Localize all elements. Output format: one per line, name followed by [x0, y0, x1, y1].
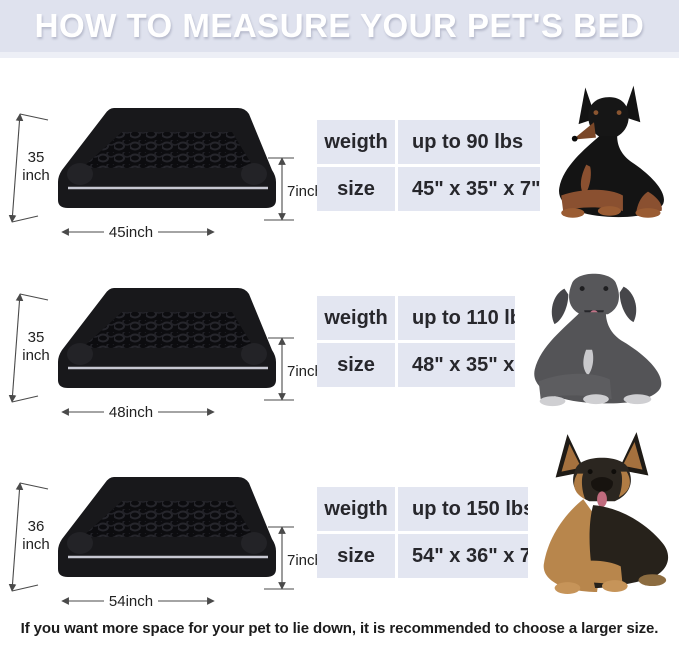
size-value: 54" x 36" x 7": [398, 534, 547, 578]
dog-photo-great-dane: [515, 258, 673, 413]
height-label: 7inch: [287, 363, 323, 380]
size-value: 45" x 35" x 7": [398, 167, 547, 211]
recommendation-note: If you want more space for your pet to l…: [20, 620, 659, 637]
width-dimension: 35 inch: [8, 293, 50, 403]
size-option-row-small: 35 inch 45inch 7inch weigth up to 90 lbs…: [0, 58, 679, 242]
height-dimension: 7inch: [264, 337, 323, 401]
header-banner: HOW TO MEASURE YOUR PET'S BED: [0, 0, 679, 52]
length-label: 54inch: [109, 593, 153, 610]
spec-table: weigth up to 150 lbs size 54" x 36" x 7": [317, 487, 547, 578]
width-dimension: 36 inch: [8, 482, 50, 592]
bolster-bed-illustration: [58, 288, 276, 388]
length-label: 45inch: [109, 224, 153, 241]
size-label: size: [317, 534, 395, 578]
bed-diagram: 35 inch 45inch 7inch: [8, 108, 323, 241]
doberman-illustration: [559, 85, 664, 218]
great-dane-illustration: [534, 273, 662, 407]
size-label: size: [317, 343, 395, 387]
width-dimension: 35 inch: [8, 113, 50, 223]
header-divider: [0, 52, 679, 58]
height-dimension: 7inch: [264, 157, 323, 221]
height-label: 7inch: [287, 183, 323, 200]
bolster-bed-illustration: [58, 477, 276, 577]
spec-table: weigth up to 110 lbs size 48" x 35" x 7": [317, 296, 547, 387]
width-unit-label: inch: [22, 536, 50, 553]
dog-photo-german-shepherd: [528, 430, 676, 608]
width-unit-label: inch: [22, 167, 50, 184]
weight-label: weigth: [317, 120, 395, 164]
dog-photo-doberman: [540, 82, 675, 235]
bed-diagram: 36 inch 54inch 7inch: [8, 477, 323, 610]
size-label: size: [317, 167, 395, 211]
length-label: 48inch: [109, 404, 153, 421]
weight-label: weigth: [317, 296, 395, 340]
height-label: 7inch: [287, 552, 323, 569]
bolster-bed-illustration: [58, 108, 276, 208]
size-option-row-medium: 35 inch 48inch 7inch weigth up to 110 lb…: [0, 242, 679, 426]
length-dimension: 45inch: [61, 222, 215, 241]
weight-value: up to 90 lbs: [398, 120, 547, 164]
size-option-row-large: 36 inch 54inch 7inch weigth up to 150 lb…: [0, 426, 679, 616]
width-value-label: 35: [28, 329, 45, 346]
height-dimension: 7inch: [264, 526, 323, 590]
spec-table: weigth up to 90 lbs size 45" x 35" x 7": [317, 120, 547, 211]
weight-label: weigth: [317, 487, 395, 531]
width-value-label: 35: [28, 149, 45, 166]
weight-value: up to 150 lbs: [398, 487, 547, 531]
length-dimension: 48inch: [61, 402, 215, 421]
page-title: HOW TO MEASURE YOUR PET'S BED: [34, 7, 645, 44]
width-unit-label: inch: [22, 347, 50, 364]
width-value-label: 36: [28, 518, 45, 535]
length-dimension: 54inch: [61, 591, 215, 610]
german-shepherd-illustration: [543, 432, 669, 594]
bed-diagram: 35 inch 48inch 7inch: [8, 288, 323, 421]
